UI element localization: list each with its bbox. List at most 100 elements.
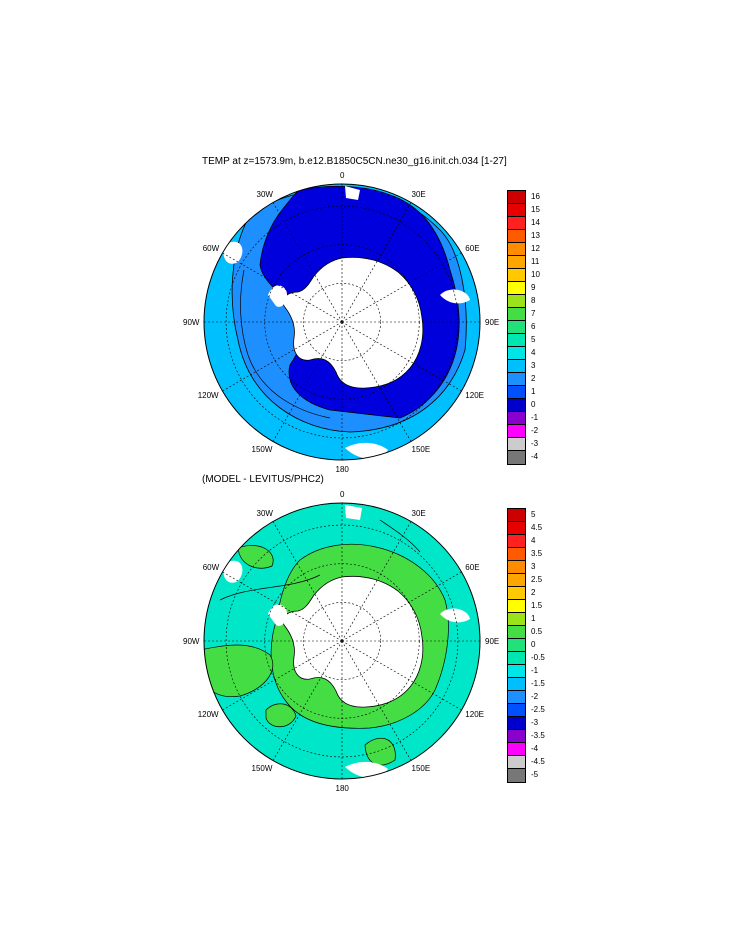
colorbar-tick-label: 12 bbox=[531, 244, 540, 253]
colorbar-swatch bbox=[508, 347, 525, 360]
meridian-line bbox=[222, 321, 343, 392]
colorbar-tick-label: -5 bbox=[531, 770, 539, 779]
colorbar-tick-label: 13 bbox=[531, 231, 540, 240]
colorbar-swatch bbox=[508, 756, 525, 769]
colorbar-swatch bbox=[508, 256, 525, 269]
longitude-label: 60E bbox=[465, 244, 480, 253]
meridian-line bbox=[272, 202, 343, 323]
colorbar-tick-label: -2.5 bbox=[531, 705, 545, 714]
colorbar-tick-label: -3 bbox=[531, 439, 539, 448]
longitude-label: 180 bbox=[335, 783, 349, 793]
colorbar-tick-label: 6 bbox=[531, 322, 536, 331]
panel2-title: (MODEL - LEVITUS/PHC2) bbox=[202, 474, 324, 485]
colorbar-swatch bbox=[508, 522, 525, 535]
colorbar-tick-label: 2 bbox=[531, 374, 536, 383]
colorbar-swatch bbox=[508, 548, 525, 561]
colorbar-swatch bbox=[508, 412, 525, 425]
colorbar-tick-label: 9 bbox=[531, 283, 536, 292]
latitude-circle bbox=[303, 602, 381, 680]
colorbar-swatch bbox=[508, 360, 525, 373]
colorbar-swatch bbox=[508, 743, 525, 756]
longitude-label: 120W bbox=[197, 710, 219, 719]
colorbar-tick-label: -1 bbox=[531, 666, 539, 675]
meridian-line bbox=[341, 321, 412, 442]
meridian-line bbox=[222, 571, 343, 642]
panel1-colorbar bbox=[507, 190, 526, 465]
colorbar-swatch bbox=[508, 639, 525, 652]
colorbar-tick-label: 4.5 bbox=[531, 523, 543, 532]
meridian-line bbox=[341, 640, 412, 761]
longitude-label: 150W bbox=[251, 763, 273, 773]
longitude-label: 0 bbox=[340, 170, 345, 180]
colorbar-tick-label: 0 bbox=[531, 400, 536, 409]
colorbar-tick-label: 15 bbox=[531, 205, 540, 214]
meridian-line bbox=[341, 321, 462, 392]
longitude-label: 180 bbox=[335, 464, 349, 474]
latitude-circle bbox=[225, 524, 459, 758]
colorbar-swatch bbox=[508, 334, 525, 347]
meridian-line bbox=[222, 252, 343, 323]
colorbar-swatch bbox=[508, 678, 525, 691]
colorbar-tick-label: 2 bbox=[531, 588, 536, 597]
meridian-line bbox=[341, 521, 412, 642]
colorbar-swatch bbox=[508, 282, 525, 295]
meridian-line bbox=[222, 640, 343, 711]
colorbar-tick-label: 4 bbox=[531, 536, 536, 545]
latitude-circle bbox=[225, 205, 459, 439]
meridian-line bbox=[341, 571, 462, 642]
colorbar-swatch bbox=[508, 717, 525, 730]
colorbar-swatch bbox=[508, 691, 525, 704]
colorbar-swatch bbox=[508, 509, 525, 522]
colorbar-swatch bbox=[508, 217, 525, 230]
colorbar-tick-label: -2 bbox=[531, 426, 539, 435]
panel1-title: TEMP at z=1573.9m, b.e12.B1850C5CN.ne30_… bbox=[202, 156, 507, 167]
longitude-label: 60W bbox=[202, 244, 220, 253]
meridian-line bbox=[341, 202, 412, 323]
longitude-label: 30E bbox=[411, 509, 426, 519]
colorbar-swatch bbox=[508, 587, 525, 600]
colorbar-swatch bbox=[508, 704, 525, 717]
colorbar-tick-label: 1.5 bbox=[531, 601, 543, 610]
panel2-colorbar bbox=[507, 508, 526, 783]
colorbar-tick-label: 14 bbox=[531, 218, 540, 227]
colorbar-tick-label: 3 bbox=[531, 361, 536, 370]
colorbar-tick-label: -4 bbox=[531, 744, 539, 753]
colorbar-swatch bbox=[508, 561, 525, 574]
longitude-label: 30W bbox=[256, 190, 273, 200]
colorbar-swatch bbox=[508, 308, 525, 321]
latitude-circle bbox=[303, 283, 381, 361]
longitude-label: 150E bbox=[411, 444, 431, 454]
colorbar-tick-label: 1 bbox=[531, 614, 536, 623]
colorbar-tick-label: -2 bbox=[531, 692, 539, 701]
colorbar-swatch bbox=[508, 451, 525, 464]
longitude-label: 30W bbox=[256, 509, 273, 519]
colorbar-swatch bbox=[508, 243, 525, 256]
longitude-label: 120E bbox=[465, 391, 484, 400]
colorbar-swatch bbox=[508, 626, 525, 639]
longitude-label: 90W bbox=[183, 636, 200, 646]
longitude-label: 150W bbox=[251, 444, 273, 454]
colorbar-tick-label: -4.5 bbox=[531, 757, 545, 766]
longitude-label: 60E bbox=[465, 563, 480, 572]
colorbar-tick-label: 3 bbox=[531, 562, 536, 571]
longitude-label: 90W bbox=[183, 317, 200, 327]
colorbar-tick-label: 3.5 bbox=[531, 549, 543, 558]
meridian-line bbox=[341, 640, 462, 711]
colorbar-tick-label: 5 bbox=[531, 335, 536, 344]
colorbar-tick-label: 1 bbox=[531, 387, 536, 396]
longitude-label: 150E bbox=[411, 763, 431, 773]
colorbar-swatch bbox=[508, 574, 525, 587]
colorbar-swatch bbox=[508, 386, 525, 399]
colorbar-tick-label: -0.5 bbox=[531, 653, 545, 662]
colorbar-swatch bbox=[508, 613, 525, 626]
longitude-label: 90E bbox=[485, 636, 500, 646]
longitude-label: 120E bbox=[465, 710, 484, 719]
colorbar-tick-label: 2.5 bbox=[531, 575, 543, 584]
longitude-label: 120W bbox=[197, 391, 219, 400]
colorbar-swatch bbox=[508, 535, 525, 548]
colorbar-tick-label: 4 bbox=[531, 348, 536, 357]
longitude-label: 90E bbox=[485, 317, 500, 327]
longitude-label: 60W bbox=[202, 563, 220, 572]
panel1-antarctica bbox=[282, 256, 424, 389]
colorbar-tick-label: 11 bbox=[531, 257, 540, 266]
